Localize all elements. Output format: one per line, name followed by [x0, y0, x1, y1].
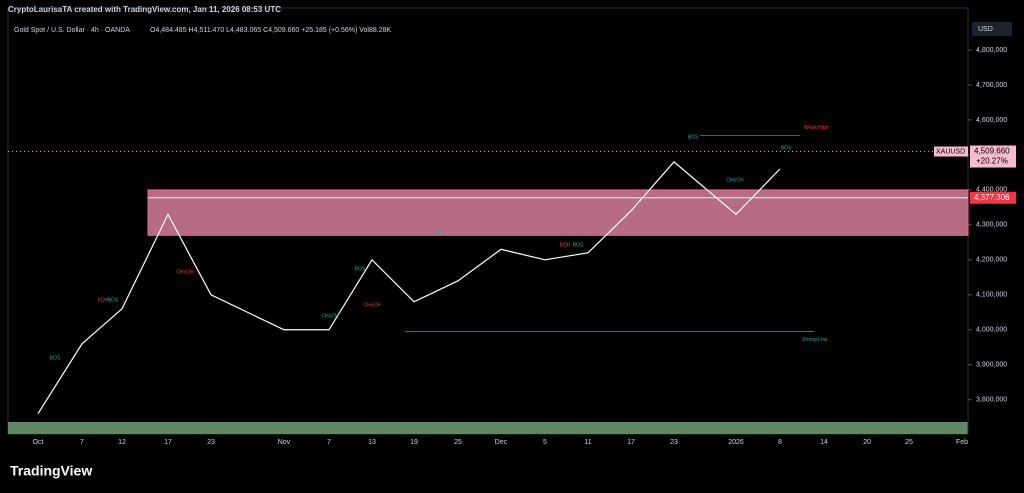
x-tick-label: 2026 [728, 439, 744, 446]
x-tick-label: 17 [164, 439, 172, 446]
x-tick-label: Oct [33, 439, 44, 446]
y-tick-label: 4,700,000 [976, 82, 1007, 89]
volume-strip [8, 422, 968, 434]
strong-low-label: Strong Low [802, 337, 828, 343]
x-tick-label: 12 [118, 439, 126, 446]
x-tick-label: 7 [80, 439, 84, 446]
y-tick-label: 3,900,000 [976, 362, 1007, 369]
y-tick-label: 3,800,000 [976, 397, 1007, 404]
x-tick-label: Nov [278, 439, 291, 446]
annotation: BOS [573, 242, 584, 248]
annotation: BOS [50, 355, 61, 361]
price-label: 4,509.660 [974, 147, 1010, 156]
y-tick-label: 4,000,000 [976, 327, 1007, 334]
annotation: EQH [98, 297, 109, 303]
zone-level-label: 4,377.306 [974, 193, 1010, 202]
annotation: BOS [688, 134, 699, 140]
x-tick-label: 8 [778, 439, 782, 446]
supply-zone [147, 189, 969, 236]
annotation: CHoCH [363, 302, 381, 308]
symbol-label: XAUUSD [936, 148, 965, 155]
annotation: CHoCH [726, 177, 744, 183]
credit: CryptoLaurisaTA created with TradingView… [8, 5, 281, 14]
x-tick-label: 25 [905, 439, 913, 446]
x-tick-label: 13 [368, 439, 376, 446]
change-label: +20.27% [976, 157, 1008, 166]
y-tick-label: 4,800,000 [976, 47, 1007, 54]
annotation: BOS [433, 230, 444, 236]
annotation: BOS [355, 266, 366, 272]
x-tick-label: 11 [584, 439, 591, 446]
symbol: Gold Spot / U.S. Dollar · 4h · OANDA [14, 27, 130, 34]
x-tick-label: 14 [820, 439, 828, 446]
annotation: BOS [108, 297, 119, 303]
annotation: EQH [560, 242, 571, 248]
brand: TradingView [10, 463, 92, 479]
x-tick-label: 23 [670, 439, 678, 446]
currency: USD [978, 26, 993, 33]
y-tick-label: 4,100,000 [976, 292, 1007, 299]
symbol-badge [934, 146, 968, 157]
x-tick-label: 19 [410, 439, 418, 446]
currency-badge [972, 22, 1012, 36]
price-line [37, 161, 781, 415]
price-badge [970, 145, 1016, 168]
x-tick-label: 17 [627, 439, 635, 446]
zone-level-badge [970, 191, 1016, 204]
y-tick-label: 4,200,000 [976, 257, 1007, 264]
x-tick-label: 5 [543, 439, 547, 446]
y-tick-label: 4,300,000 [976, 222, 1007, 229]
annotation: CHoCH [321, 313, 339, 319]
x-tick-label: 20 [863, 439, 871, 446]
x-tick-label: Dec [495, 439, 508, 446]
y-tick-label: 4,600,000 [976, 117, 1007, 124]
annotation: CHoCH [176, 269, 194, 275]
x-tick-label: Feb [956, 439, 968, 446]
x-tick-label: 23 [207, 439, 215, 446]
weak-high-label: Weak High [804, 125, 829, 131]
x-tick-label: 25 [454, 439, 462, 446]
annotation: BOS [781, 145, 792, 151]
y-tick-label: 4,400,000 [976, 187, 1007, 194]
ohlc: O4,484.485 H4,511.470 L4,483.065 C4,509.… [150, 27, 392, 34]
x-tick-label: 7 [327, 439, 331, 446]
